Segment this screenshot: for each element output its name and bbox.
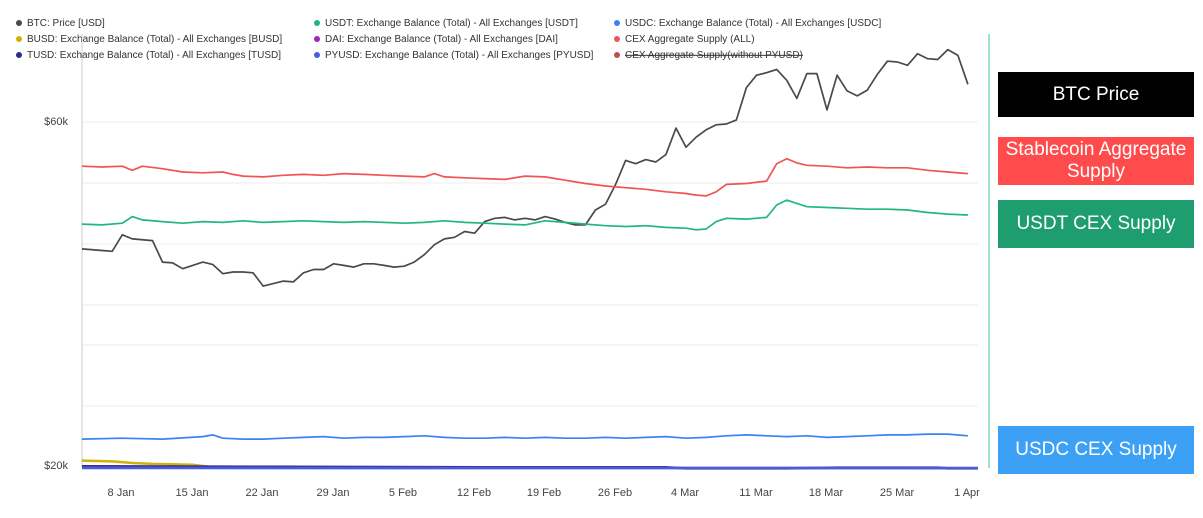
legend-entry[interactable]: DAI: Exchange Balance (Total) - All Exch… — [325, 34, 558, 45]
x-tick-label: 26 Feb — [598, 487, 632, 499]
legend-dot — [16, 52, 22, 58]
x-tick-label: 5 Feb — [389, 487, 417, 499]
x-tick-label: 18 Mar — [809, 487, 844, 499]
legend-dot — [16, 20, 22, 26]
series-layer — [81, 48, 979, 470]
x-tick-label: 8 Jan — [108, 487, 135, 499]
x-tick-label: 19 Feb — [527, 487, 561, 499]
legend-dot — [614, 20, 620, 26]
series-line — [81, 199, 968, 231]
stablecoin-aggregate-supply-label: Stablecoin Aggregate Supply — [998, 137, 1194, 185]
usdc-cex-supply-label: USDC CEX Supply — [998, 426, 1194, 474]
x-tick-label: 11 Mar — [739, 487, 773, 499]
btc-price-label: BTC Price — [998, 72, 1194, 117]
x-tick-label: 1 Apr — [954, 487, 980, 499]
legend-entry[interactable]: CEX Aggregate Supply(without PYUSD) — [625, 50, 803, 61]
legend-dot — [614, 52, 620, 58]
legend: BTC: Price [USD] USDT: Exchange Balance (… — [16, 18, 881, 61]
legend-entry[interactable]: CEX Aggregate Supply (ALL) — [625, 34, 755, 45]
legend-entry[interactable]: USDC: Exchange Balance (Total) - All Exc… — [625, 18, 881, 29]
legend-entry[interactable]: BTC: Price [USD] — [27, 18, 105, 29]
series-line — [81, 433, 968, 440]
legend-entry[interactable]: PYUSD: Exchange Balance (Total) - All Ex… — [325, 50, 594, 61]
legend-entry[interactable]: USDT: Exchange Balance (Total) - All Exc… — [325, 18, 578, 29]
y-left-tick-label: $20k — [44, 460, 68, 472]
gridlines — [82, 121, 978, 407]
x-tick-label: 4 Mar — [671, 487, 699, 499]
ticks: 8 Jan 15 Jan 22 Jan 29 Jan 5 Feb 12 Feb 19 Feb… — [44, 116, 980, 499]
legend-dot — [314, 20, 320, 26]
legend-entry[interactable]: BUSD: Exchange Balance (Total) - All Exc… — [27, 34, 282, 45]
x-tick-label: 22 Jan — [245, 487, 278, 499]
x-tick-label: 25 Mar — [880, 487, 915, 499]
legend-entry[interactable]: TUSD: Exchange Balance (Total) - All Exc… — [27, 50, 281, 61]
series-line — [81, 48, 969, 287]
legend-dot — [16, 36, 22, 42]
legend-dot — [614, 36, 620, 42]
usdt-cex-supply-label: USDT CEX Supply — [998, 200, 1194, 248]
y-left-tick-label: $60k — [44, 116, 68, 128]
legend-dot — [314, 52, 320, 58]
x-tick-label: 12 Feb — [457, 487, 491, 499]
x-tick-label: 15 Jan — [175, 487, 208, 499]
axes — [81, 34, 990, 468]
x-tick-label: 29 Jan — [316, 487, 349, 499]
chart-plot: BTC: Price [USD] USDT: Exchange Balance (… — [16, 18, 990, 499]
legend-dot — [314, 36, 320, 42]
series-line — [81, 157, 968, 197]
